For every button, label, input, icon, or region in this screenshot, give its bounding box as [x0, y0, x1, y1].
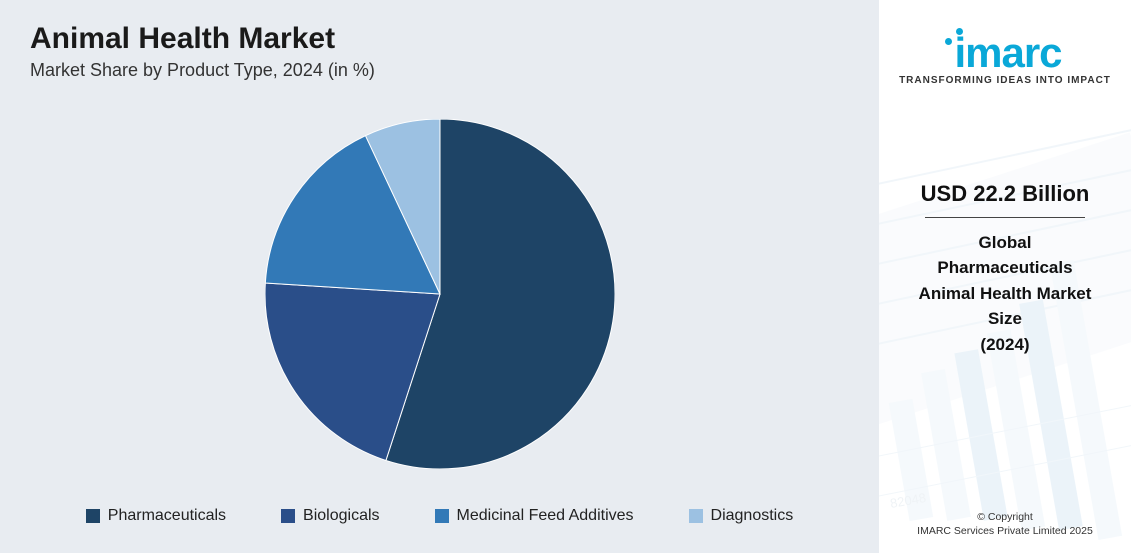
legend-item: Biologicals [281, 507, 379, 525]
legend-swatch [281, 509, 295, 523]
chart-title: Animal Health Market [30, 22, 849, 56]
metric-desc-line: Global [919, 230, 1092, 256]
logo-dot-icon [945, 38, 952, 45]
infographic-container: Animal Health Market Market Share by Pro… [0, 0, 1131, 553]
metric-value: USD 22.2 Billion [921, 181, 1090, 207]
metric-desc-line: Pharmaceuticals [919, 255, 1092, 281]
metric-divider [925, 217, 1085, 218]
pie-chart-area [30, 81, 849, 507]
legend-label: Pharmaceuticals [108, 507, 226, 525]
side-content: imarc TRANSFORMING IDEAS INTO IMPACT USD… [879, 0, 1131, 553]
legend-label: Medicinal Feed Additives [457, 507, 634, 525]
metric-desc-line: Size [919, 306, 1092, 332]
legend-item: Pharmaceuticals [86, 507, 226, 525]
legend-label: Diagnostics [711, 507, 794, 525]
metric-description: Global Pharmaceuticals Animal Health Mar… [919, 230, 1092, 358]
metric-desc-line: (2024) [919, 332, 1092, 358]
legend-swatch [86, 509, 100, 523]
main-panel: Animal Health Market Market Share by Pro… [0, 0, 879, 553]
legend-swatch [435, 509, 449, 523]
copyright-line: © Copyright [917, 510, 1093, 525]
legend-item: Diagnostics [689, 507, 794, 525]
legend-label: Biologicals [303, 507, 379, 525]
copyright-line: IMARC Services Private Limited 2025 [917, 524, 1093, 539]
pie-chart-svg [265, 119, 615, 469]
brand-logo: imarc [954, 34, 1061, 72]
metric-desc-line: Animal Health Market [919, 281, 1092, 307]
side-panel: 82048 imarc TRANSFORMING IDEAS INTO IMPA… [879, 0, 1131, 553]
legend-swatch [689, 509, 703, 523]
chart-legend: Pharmaceuticals Biologicals Medicinal Feed… [30, 507, 849, 531]
logo-text: imarc [954, 29, 1061, 76]
brand-tagline: TRANSFORMING IDEAS INTO IMPACT [899, 75, 1111, 86]
chart-subtitle: Market Share by Product Type, 2024 (in %… [30, 60, 849, 81]
legend-item: Medicinal Feed Additives [435, 507, 634, 525]
copyright-notice: © Copyright IMARC Services Private Limit… [917, 510, 1093, 539]
